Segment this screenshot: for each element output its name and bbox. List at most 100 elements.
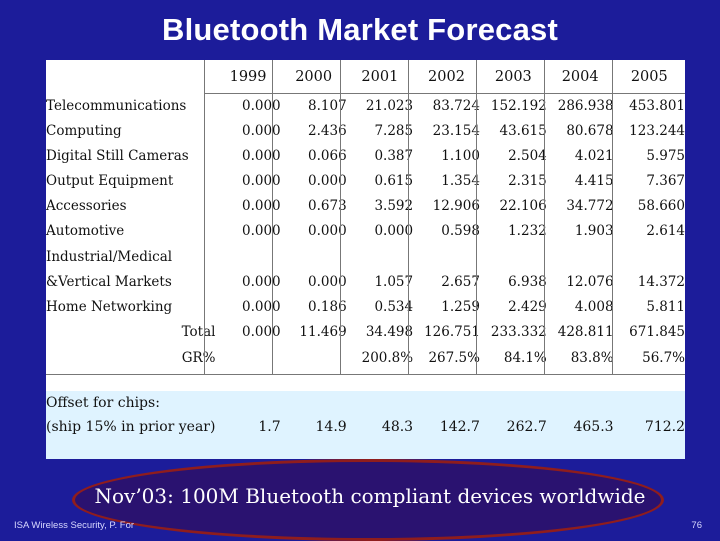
table-cell: 286.938 — [557, 97, 614, 114]
table-cell: 83.724 — [432, 97, 480, 114]
table-cell: 7.285 — [374, 122, 414, 139]
total-cell: 671.845 — [629, 324, 685, 340]
offset-label: Offset for chips: — [46, 391, 685, 415]
year-header: 1999 — [229, 68, 267, 85]
table-cell: 0.615 — [374, 172, 414, 189]
table-cell: 2.315 — [508, 172, 547, 189]
row-label: Industrial/Medical — [46, 249, 173, 265]
grid-line — [204, 60, 205, 374]
table-cell: 1.232 — [508, 223, 547, 239]
total-cell: 34.498 — [365, 324, 414, 340]
grid-line — [272, 60, 273, 374]
year-header: 2004 — [561, 68, 599, 85]
offset-label-row: Offset for chips: — [46, 391, 685, 415]
table-cell: 21.023 — [365, 97, 414, 114]
table-cell: 2.436 — [308, 122, 347, 139]
offset-cell: 465.3 — [546, 415, 614, 439]
table-cell: 0.000 — [242, 147, 281, 164]
table-cell: 22.106 — [499, 197, 547, 214]
table-cell: 152.192 — [490, 97, 547, 114]
table-cell: 0.000 — [242, 172, 281, 189]
year-header: 2005 — [630, 68, 668, 85]
row-label: Home Networking — [46, 298, 173, 315]
row-label: Automotive — [46, 223, 125, 239]
grid-line — [340, 60, 341, 374]
table-cell: 2.429 — [508, 298, 547, 315]
total-label: Total — [181, 324, 216, 340]
total-row: Total 0.000 11.469 34.498 126.751 233.33… — [46, 319, 685, 345]
year-header-row: 1999 2000 2001 2002 2003 2004 2005 — [46, 60, 685, 93]
slide-title: Bluetooth Market Forecast — [161, 12, 558, 47]
total-cell: 126.751 — [424, 324, 480, 340]
offset-cell: 712.2 — [613, 415, 685, 439]
table-row: Accessories 0.000 0.673 3.592 12.906 22.… — [46, 193, 685, 218]
table-cell: 0.000 — [374, 223, 414, 239]
table-cell: 2.504 — [508, 147, 547, 164]
offset-sublabel: (ship 15% in prior year) — [46, 415, 216, 439]
table-cell: 12.076 — [566, 274, 614, 290]
table-cell: 6.938 — [508, 274, 547, 290]
grid-line — [408, 60, 409, 374]
table-cell: 0.000 — [242, 122, 281, 139]
year-header: 2002 — [428, 68, 465, 85]
year-header: 2003 — [494, 68, 532, 85]
table-cell: 0.186 — [308, 298, 347, 315]
footer-text: ISA Wireless Security, P. For — [14, 520, 135, 531]
growth-cell — [281, 345, 347, 370]
table-row: Telecommunications 0.000 8.107 21.023 83… — [46, 93, 685, 118]
table-cell: 0.000 — [242, 197, 281, 214]
table-cell: 2.614 — [646, 223, 685, 239]
table-cell: 5.811 — [646, 298, 685, 315]
header-blank-cell — [46, 60, 215, 93]
table-cell: 0.066 — [308, 147, 347, 164]
row-label-continued: &Vertical Markets — [46, 274, 172, 290]
table-cell: 2.657 — [441, 274, 480, 290]
growth-label: GR% — [181, 349, 216, 366]
row-label: Computing — [46, 122, 122, 139]
table-cell: 14.372 — [637, 274, 685, 290]
table-cell: 123.244 — [629, 122, 685, 139]
table-cell: 4.415 — [574, 172, 614, 189]
total-cell: 233.332 — [490, 324, 547, 340]
table-cell: 0.000 — [308, 223, 347, 239]
table-row: &Vertical Markets 0.000 0.000 1.057 2.65… — [46, 270, 685, 294]
table-cell: 0.000 — [242, 274, 281, 290]
table-cell: 34.772 — [566, 197, 614, 214]
offset-cell: 14.9 — [280, 415, 347, 439]
growth-cell: 56.7% — [642, 349, 685, 366]
table-cell: 0.000 — [242, 223, 281, 239]
forecast-table-panel: 1999 2000 2001 2002 2003 2004 2005 Telec… — [46, 60, 685, 459]
offset-cell: 1.7 — [215, 415, 281, 439]
table-row: Industrial/Medical — [46, 244, 685, 270]
row-label: Digital Still Cameras — [46, 147, 189, 164]
table-row: Home Networking 0.000 0.186 0.534 1.259 … — [46, 294, 685, 319]
year-header: 2000 — [295, 68, 333, 85]
total-cell: 11.469 — [299, 324, 347, 340]
grid-line — [476, 60, 477, 374]
table-cell: 4.008 — [574, 298, 614, 315]
table-cell: 5.975 — [646, 147, 685, 164]
table-cell: 0.000 — [308, 172, 347, 189]
forecast-table: 1999 2000 2001 2002 2003 2004 2005 Telec… — [46, 60, 685, 439]
row-label: Accessories — [46, 197, 127, 214]
table-row: Automotive 0.000 0.000 0.000 0.598 1.232… — [46, 218, 685, 244]
table-cell: 0.534 — [374, 298, 414, 315]
growth-cell: 267.5% — [428, 349, 480, 366]
table-cell: 0.387 — [374, 147, 414, 164]
growth-cell — [215, 345, 280, 370]
table-cell: 1.100 — [441, 147, 480, 164]
table-cell: 0.598 — [441, 223, 480, 239]
table-cell: 0.000 — [242, 298, 281, 315]
table-cell: 3.592 — [374, 197, 414, 214]
announcement-text: Nov’03: 100M Bluetooth compliant devices… — [94, 484, 646, 508]
growth-cell: 84.1% — [503, 349, 547, 366]
table-row: Computing 0.000 2.436 7.285 23.154 43.61… — [46, 118, 685, 143]
offset-cell: 262.7 — [479, 415, 547, 439]
total-cell: 0.000 — [242, 324, 281, 340]
table-cell: 0.000 — [242, 97, 281, 114]
table-cell: 23.154 — [432, 122, 480, 139]
row-label: Output Equipment — [46, 172, 174, 189]
table-row: Digital Still Cameras 0.000 0.066 0.387 … — [46, 143, 685, 168]
offset-row: (ship 15% in prior year) 1.7 14.9 48.3 1… — [46, 415, 685, 439]
table-cell: 4.021 — [574, 147, 614, 164]
